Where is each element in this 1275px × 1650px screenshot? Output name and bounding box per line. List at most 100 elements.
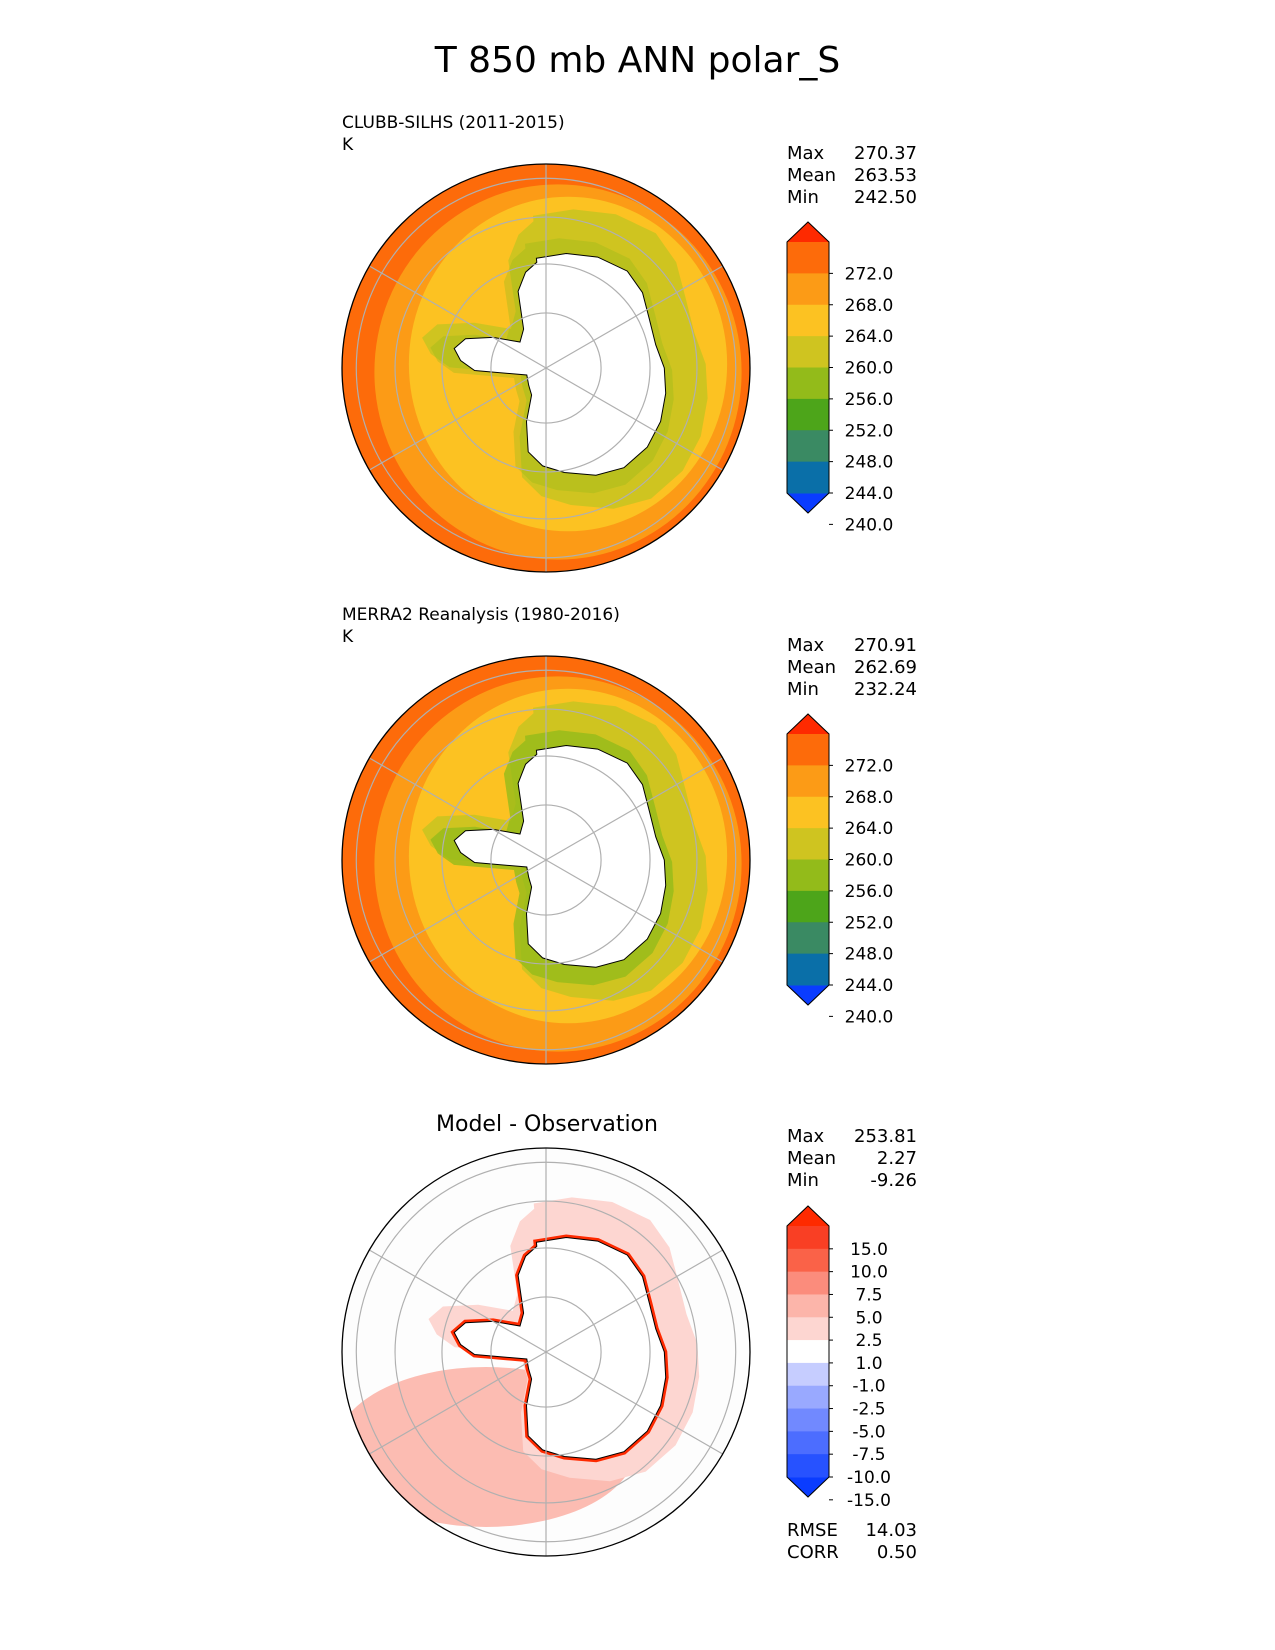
stat-value: 270.37 [854, 143, 917, 164]
panel-model-units: K [342, 135, 354, 155]
colorbar-swatch [787, 1226, 829, 1250]
panel-obs-stats: Max 270.91 Mean 262.69 Min 232.24 [787, 635, 917, 701]
map-field [342, 656, 750, 1064]
map-merra2-reanalysis-1980-2016- [341, 655, 751, 1065]
colorbar-tick-label: 5.0 [855, 1308, 882, 1328]
panel-obs-name: MERRA2 Reanalysis (1980-2016) [342, 605, 620, 625]
antarctica-continent [453, 252, 667, 476]
meridian-line [545, 367, 723, 471]
colorbar-tick-label: 248.0 [845, 945, 894, 965]
colorbar-tick-label: 252.0 [845, 421, 894, 441]
panel-diff-extra-stats: RMSE 14.03 CORR 0.50 [787, 1520, 917, 1564]
colorbar-swatch [787, 922, 829, 955]
stat-label: Max [787, 635, 825, 656]
colorbar-tick-label: 248.0 [845, 453, 894, 473]
colorbar: 272.0 268.0 264.0 260.0 256.0 252.0 248.0 244.0… [786, 713, 894, 1027]
stat-label: Max [787, 1126, 825, 1147]
stat-value: 262.69 [854, 657, 917, 678]
colorbar-tick-label: -15.0 [847, 1491, 891, 1511]
stat-row: Min -9.26 [787, 1170, 917, 1192]
stat-label: RMSE [787, 1520, 838, 1541]
colorbar-swatch [787, 890, 829, 923]
stat-value: 242.50 [854, 187, 917, 208]
colorbar-swatch [787, 430, 829, 463]
colorbar-swatch [787, 859, 829, 892]
colorbar-tick-label: -7.5 [852, 1445, 885, 1465]
panel-model-stats: Max 270.37 Mean 263.53 Min 242.50 [787, 143, 917, 209]
colorbar-extend-max [787, 1206, 829, 1226]
meridian-line [369, 265, 547, 369]
stat-value: 270.91 [854, 635, 917, 656]
meridian-line [369, 367, 547, 471]
colorbar-tick-label: 256.0 [845, 882, 894, 902]
panel-obs-title: MERRA2 Reanalysis (1980-2016) K [342, 604, 620, 648]
colorbar-extend-min [787, 1477, 829, 1497]
meridian-line [545, 1351, 723, 1455]
colorbar-tick-label: -5.0 [852, 1422, 885, 1442]
colorbar-swatch [787, 304, 829, 337]
colorbar-tick-label: 272.0 [845, 756, 894, 776]
colorbar-swatch [787, 461, 829, 494]
meridian-line [545, 859, 723, 963]
map-boundary [341, 1147, 751, 1557]
colorbar: 15.0 10.07.5 5.0 2.5 1.0 -1.0 -2.5-5.0 -7.5 -10.… [786, 1205, 891, 1511]
colorbar-swatch [787, 1294, 829, 1318]
antarctica-continent [453, 1236, 667, 1460]
colorbar-swatch [787, 828, 829, 860]
colorbar-swatch [787, 765, 829, 798]
colorbar-tick-label: 240.0 [845, 1007, 894, 1027]
colorbar-swatch [787, 1431, 829, 1455]
map-boundary [341, 655, 751, 1065]
colorbar-tick-label: 1.0 [855, 1354, 882, 1374]
stat-row: Mean 2.27 [787, 1148, 917, 1170]
stat-value: 0.50 [876, 1542, 917, 1563]
colorbar-swatch [787, 1385, 829, 1410]
colorbar-tick-label: 240.0 [845, 515, 894, 535]
colorbar-tick-label: 268.0 [845, 788, 894, 808]
colorbar-tick-label: -10.0 [847, 1468, 891, 1488]
panel-obs-units: K [342, 627, 354, 647]
stat-label: Max [787, 143, 825, 164]
colorbar-swatch [787, 734, 829, 766]
stat-value: -9.26 [870, 1170, 917, 1191]
figure-title: T 850 mb ANN polar_S [434, 40, 841, 81]
colorbar-tick-label: 7.5 [855, 1285, 882, 1305]
colorbar-tick-label: -1.0 [852, 1377, 885, 1397]
stat-label: Mean [787, 657, 837, 678]
stat-label: Min [787, 679, 819, 700]
stat-value: 14.03 [865, 1520, 917, 1541]
colorbar-swatch [787, 336, 829, 368]
colorbar-swatch [787, 367, 829, 400]
colorbar-swatch [787, 1362, 829, 1387]
meridian-line [369, 757, 547, 861]
stat-row: Min 232.24 [787, 679, 917, 701]
colorbar-swatch [787, 242, 829, 274]
stat-value: 2.27 [876, 1148, 917, 1169]
stat-row: CORR 0.50 [787, 1542, 917, 1564]
colorbar-swatch [787, 1317, 829, 1341]
colorbar-extend-max [787, 222, 829, 242]
colorbar-tick-label: 2.5 [855, 1331, 882, 1351]
colorbar-swatch [787, 1454, 829, 1478]
map-clubb-silhs-2011-2015- [341, 163, 751, 573]
colorbar-swatch [787, 1340, 829, 1364]
colorbar-extend-min [787, 985, 829, 1005]
panel-diff-title: Model - Observation [436, 1112, 658, 1137]
stat-value: 253.81 [854, 1126, 917, 1147]
stat-row: Mean 262.69 [787, 657, 917, 679]
meridian-line [369, 859, 547, 963]
panel-diff-stats: Max 253.81 Mean 2.27 Min -9.26 [787, 1126, 917, 1192]
colorbar-swatch [787, 953, 829, 986]
colorbar-tick-label: 264.0 [845, 819, 894, 839]
colorbar-tick-label: 15.0 [850, 1240, 888, 1260]
map-boundary [341, 163, 751, 573]
stat-value: 232.24 [854, 679, 917, 700]
stat-row: Max 270.37 [787, 143, 917, 165]
colorbar-tick-label: -2.5 [852, 1400, 885, 1420]
colorbar-swatch [787, 1271, 829, 1295]
stat-label: Mean [787, 165, 837, 186]
colorbar-tick-label: 10.0 [850, 1263, 888, 1283]
antarctica-continent [453, 744, 667, 968]
colorbar-tick-label: 244.0 [845, 976, 894, 996]
